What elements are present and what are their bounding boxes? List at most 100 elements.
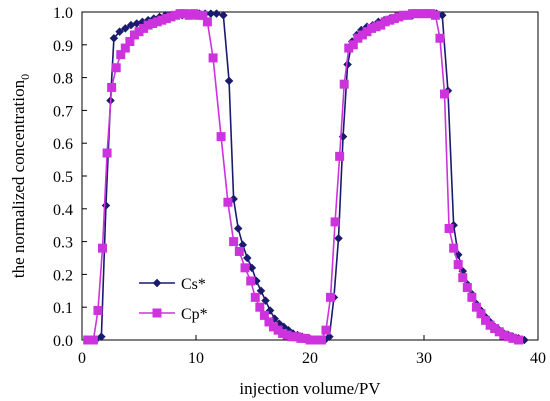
data-point (412, 9, 422, 19)
data-point (316, 335, 326, 345)
data-point (426, 9, 436, 19)
data-point (109, 33, 119, 43)
y-tick-label: 0.6 (53, 136, 73, 153)
data-point (440, 89, 450, 99)
legend-label: Cs* (181, 276, 206, 293)
y-tick-label: 1.0 (53, 5, 73, 22)
data-point (180, 9, 190, 19)
y-tick-label: 0.8 (53, 71, 73, 88)
data-point (471, 302, 481, 312)
data-point (371, 22, 381, 32)
data-point (161, 14, 171, 24)
data-point (175, 9, 185, 19)
data-point (189, 9, 199, 19)
data-point (435, 33, 445, 43)
data-point (116, 50, 126, 60)
y-tick-label: 0.3 (53, 235, 73, 252)
data-point (261, 296, 270, 305)
data-point (101, 201, 111, 210)
data-point (157, 15, 167, 25)
data-point (300, 333, 310, 343)
legend: Cs* Cp* (139, 276, 208, 323)
legend-marker (152, 278, 162, 288)
series-line (87, 12, 519, 341)
data-point (193, 10, 203, 20)
data-point (339, 79, 349, 89)
legend-marker (152, 308, 162, 318)
y-tick-label: 0.9 (53, 38, 73, 55)
series-cp (83, 9, 524, 345)
y-tick-label: 0.0 (53, 333, 73, 350)
data-point (514, 335, 524, 345)
data-point (348, 40, 358, 50)
data-point (98, 243, 108, 253)
data-point (403, 10, 413, 20)
data-point (362, 27, 372, 37)
data-point (353, 33, 363, 43)
data-point (273, 325, 283, 335)
y-tick-label: 0.5 (53, 169, 73, 186)
data-point (421, 9, 431, 19)
data-point (321, 325, 331, 335)
data-point (343, 60, 352, 69)
data-point (394, 12, 404, 22)
data-point (385, 15, 395, 25)
data-point (233, 224, 243, 233)
data-point (246, 276, 256, 286)
data-point (453, 260, 463, 270)
series-layer (83, 9, 529, 345)
data-point (255, 302, 265, 312)
y-tick-label: 0.1 (53, 300, 73, 317)
data-point (224, 76, 234, 86)
data-point (278, 328, 288, 338)
data-point (282, 330, 292, 340)
data-point (291, 332, 301, 342)
data-point (208, 53, 218, 63)
data-point (264, 317, 274, 327)
data-point (296, 333, 306, 343)
data-point (166, 12, 176, 22)
data-point (125, 37, 135, 47)
data-point (242, 253, 252, 263)
data-point (184, 10, 194, 20)
data-point (490, 324, 500, 334)
data-point (120, 24, 130, 33)
series-line (87, 12, 525, 341)
data-point (198, 10, 208, 20)
x-tick-label: 0 (78, 350, 86, 367)
data-point (152, 17, 162, 27)
data-point (83, 335, 93, 345)
data-point (458, 273, 468, 283)
data-point (170, 10, 180, 20)
data-point (234, 246, 244, 256)
data-point (305, 335, 315, 345)
data-point (462, 283, 472, 293)
data-point (240, 263, 250, 273)
data-point (367, 23, 377, 33)
x-tick-label: 10 (188, 350, 204, 367)
legend-item-cp: Cp* (139, 306, 208, 323)
data-point (485, 320, 495, 330)
data-point (287, 332, 297, 342)
data-point (229, 237, 239, 247)
data-point (97, 332, 106, 342)
data-point (449, 243, 459, 253)
data-point (219, 10, 228, 20)
data-point (250, 292, 260, 302)
data-point (376, 20, 386, 30)
data-point (259, 310, 269, 320)
data-point (88, 335, 98, 345)
data-point (93, 305, 103, 315)
data-point (216, 132, 226, 142)
data-point (398, 10, 408, 20)
series-cs (83, 9, 529, 345)
data-point (129, 30, 139, 40)
data-point (389, 14, 399, 24)
data-point (357, 30, 367, 40)
data-point (212, 9, 221, 18)
data-point (311, 335, 321, 345)
x-axis-title: injection volume/PV (239, 379, 381, 398)
y-axis-title-main: the normalized concentration (9, 79, 28, 278)
y-tick-label: 0.4 (53, 202, 73, 219)
data-point (444, 223, 454, 233)
